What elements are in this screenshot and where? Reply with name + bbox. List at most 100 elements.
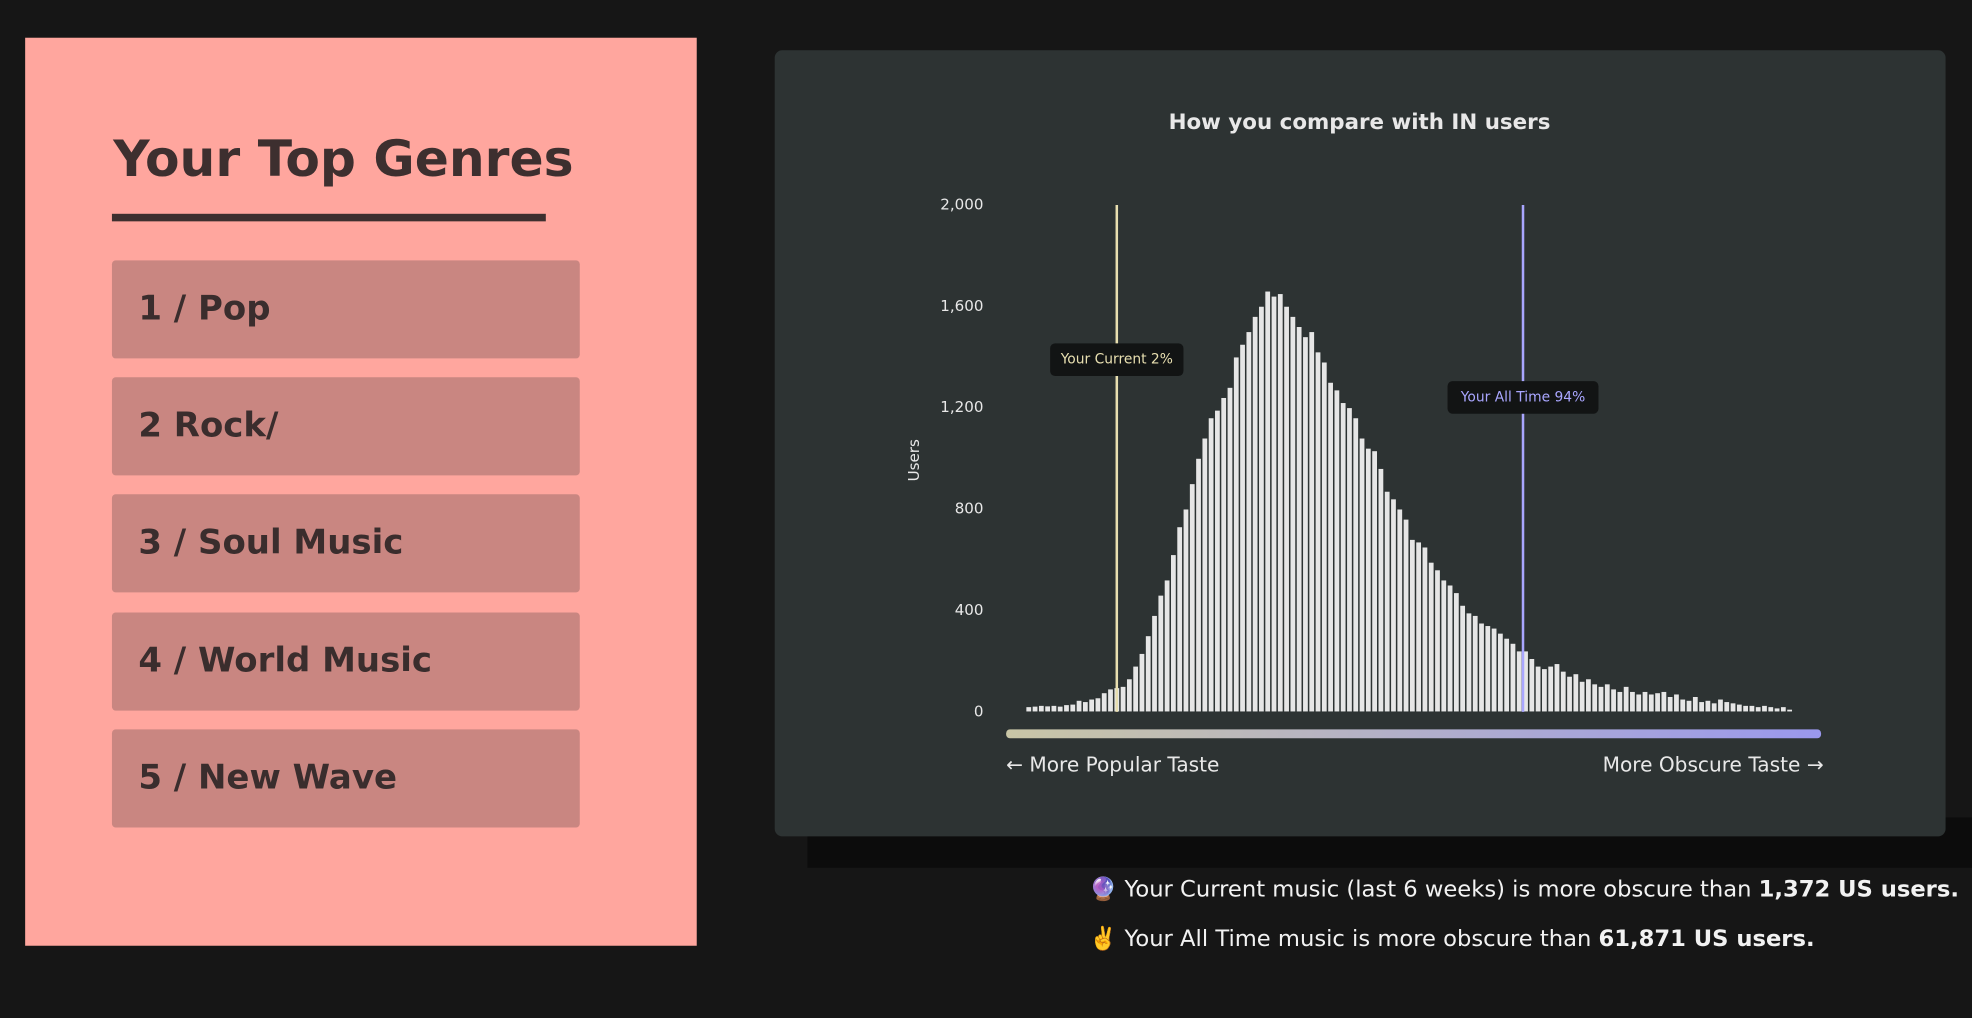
annotation-box: [1050, 343, 1184, 377]
bar: [1490, 627, 1498, 713]
bar: [1126, 678, 1133, 713]
bar: [1251, 316, 1259, 713]
bar: [1270, 295, 1278, 713]
bar: [1660, 691, 1668, 713]
bar: [1572, 673, 1579, 713]
bar: [1057, 705, 1064, 713]
bar: [1031, 705, 1039, 713]
x-axis-label: More Obscure Taste →: [1603, 752, 1824, 776]
bar: [1371, 450, 1378, 713]
bar: [1453, 592, 1460, 713]
bar: [1239, 343, 1246, 713]
bar: [1516, 650, 1523, 713]
y-tick-label: 1,200: [940, 398, 983, 416]
bar: [1547, 665, 1554, 713]
bar: [1685, 700, 1693, 713]
bar: [1233, 356, 1240, 713]
bar: [1641, 691, 1649, 713]
bar: [1050, 705, 1058, 713]
bar: [1503, 637, 1510, 713]
bar: [1610, 688, 1617, 713]
bar: [1560, 670, 1567, 713]
bar: [1264, 290, 1271, 713]
chart-title: How you compare with IN users: [1169, 110, 1551, 135]
genre-item: 4 / World Music: [111, 612, 580, 711]
bar: [1176, 526, 1183, 713]
bar: [1497, 632, 1504, 713]
bar: [1151, 615, 1158, 713]
bar: [1101, 692, 1108, 713]
bar: [1333, 389, 1341, 713]
bar: [1667, 696, 1674, 713]
bar: [1472, 615, 1479, 713]
bar: [1189, 483, 1196, 713]
bar: [1296, 326, 1303, 713]
bar: [1528, 658, 1535, 713]
bar: [1648, 693, 1655, 713]
bar: [1396, 508, 1403, 713]
bar: [1585, 678, 1592, 713]
bar: [1692, 696, 1699, 713]
bar: [1635, 693, 1642, 713]
bar: [1321, 361, 1328, 713]
genres-title: Your Top Genres: [113, 130, 574, 189]
bar: [1327, 382, 1334, 713]
taste-scale: [1006, 729, 1822, 739]
bar: [1509, 643, 1517, 713]
bar: [1201, 437, 1208, 713]
bar: [1786, 708, 1793, 713]
bar: [1365, 447, 1372, 713]
bar: [1340, 402, 1347, 713]
bar: [1434, 569, 1441, 713]
bar: [1616, 691, 1623, 713]
bar: [1182, 508, 1190, 713]
genres-panel: Your Top Genres 1 / Pop 2 Rock/ 3 / Soul…: [25, 37, 697, 946]
bar: [1767, 706, 1774, 713]
bar: [1138, 653, 1146, 713]
chart: How you compare with IN users Users ← Mo…: [905, 110, 1824, 776]
bar: [1308, 331, 1315, 713]
bar: [1736, 703, 1743, 713]
bar: [1145, 635, 1152, 713]
bar: [1459, 605, 1466, 713]
bar: [1377, 468, 1385, 713]
bar: [1698, 701, 1705, 713]
bar: [1597, 686, 1605, 713]
bar: [1415, 541, 1422, 713]
bar: [1478, 622, 1485, 713]
bar: [1704, 700, 1712, 713]
bar: [1717, 698, 1724, 713]
bar: [1553, 663, 1561, 713]
genre-item: 5 / New Wave: [111, 729, 580, 828]
bar: [1157, 594, 1164, 713]
bar: [1038, 705, 1045, 713]
bar: [1063, 704, 1070, 713]
bar: [1742, 705, 1749, 713]
y-tick-label: 800: [955, 500, 984, 518]
bar: [1723, 701, 1730, 713]
bar: [1283, 305, 1290, 713]
bar: [1541, 668, 1548, 713]
bar: [1314, 351, 1322, 713]
bar: [1566, 675, 1573, 713]
icon: ✌️: [1089, 925, 1118, 953]
bar: [1094, 697, 1102, 713]
footer-line: ✌️ Your All Time music is more obscure t…: [1089, 926, 1814, 952]
genre-item: 3 / Soul Music: [111, 494, 580, 593]
bar: [1170, 554, 1177, 713]
bar: [1679, 698, 1686, 713]
bar: [1654, 692, 1661, 713]
bar: [1245, 331, 1252, 713]
bar: [1358, 437, 1366, 713]
bar: [1591, 683, 1598, 713]
annotation-box: [1447, 381, 1599, 414]
bar: [1755, 706, 1762, 713]
bar: [1390, 498, 1397, 713]
y-tick-label: 2,000: [940, 195, 983, 213]
bar: [1226, 387, 1234, 713]
bar: [1421, 546, 1429, 713]
bar: [1075, 700, 1083, 713]
x-axis-label: ← More Popular Taste: [1006, 752, 1219, 776]
bar: [1346, 407, 1353, 713]
